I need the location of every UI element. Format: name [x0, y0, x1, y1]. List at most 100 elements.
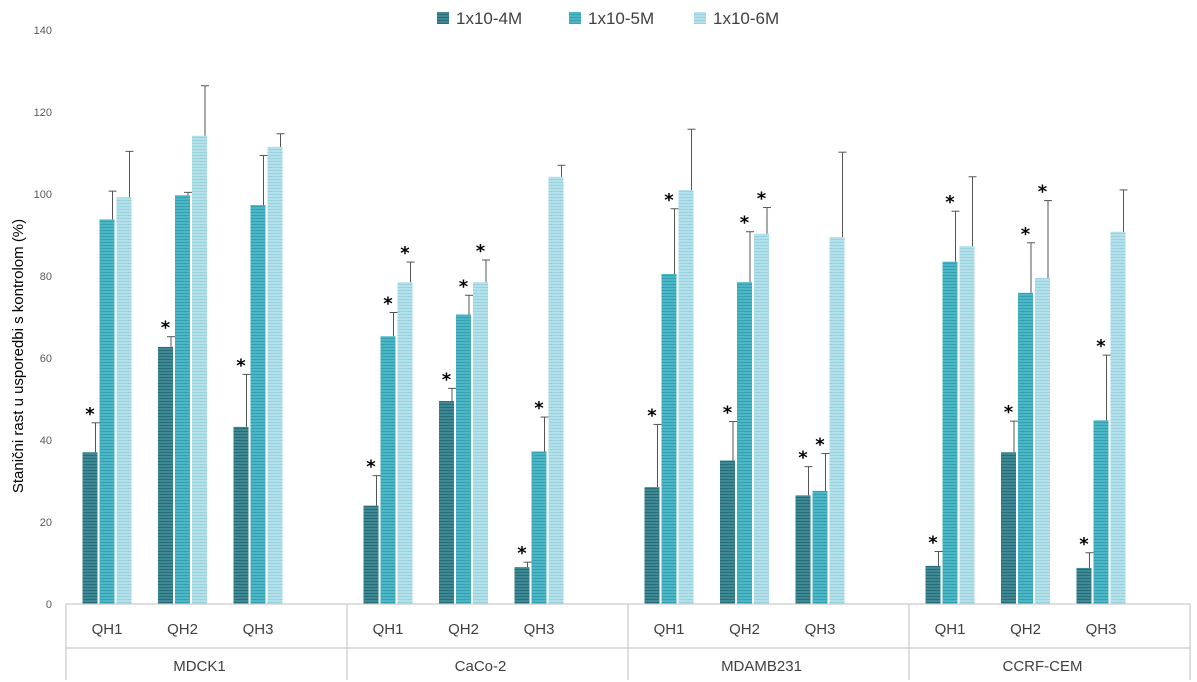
axes — [65, 603, 1191, 680]
bar — [456, 314, 471, 604]
bar — [925, 565, 941, 604]
bar — [737, 282, 752, 604]
category-label: QH1 — [654, 621, 685, 638]
category-label: QH1 — [373, 621, 404, 638]
category-label: QH3 — [243, 621, 274, 638]
bar — [514, 567, 530, 604]
significance-marker: * — [664, 190, 674, 211]
significance-marker: * — [161, 318, 171, 339]
significance-marker: * — [928, 533, 938, 554]
bar — [942, 261, 958, 604]
significance-marker: * — [647, 405, 657, 426]
legend-label: 1x10-6M — [713, 9, 779, 28]
significance-marker: * — [85, 404, 95, 425]
y-tick-label: 120 — [34, 107, 52, 119]
significance-marker: * — [400, 243, 410, 264]
significance-marker: * — [534, 398, 544, 419]
group-label: MDAMB231 — [721, 658, 802, 675]
significance-marker: * — [442, 369, 452, 390]
legend-swatch — [694, 12, 706, 24]
significance-marker: * — [945, 192, 955, 213]
bar — [250, 205, 266, 604]
bar — [363, 505, 379, 604]
bar — [397, 282, 413, 604]
bar — [1018, 292, 1033, 604]
bar — [158, 346, 173, 604]
category-label: QH2 — [729, 621, 760, 638]
significance-marker: * — [517, 543, 527, 564]
legend-swatch — [569, 12, 581, 24]
bar — [812, 490, 828, 604]
significance-marker: * — [757, 189, 767, 210]
category-label: QH2 — [448, 621, 479, 638]
x-axis-labels: QH1 QH2 QH3 MDCK1 QH1 QH2 QH3 CaCo-2 QH1 QH2 QH3 MD… — [92, 621, 1117, 675]
bar — [233, 426, 249, 604]
category-label: QH1 — [92, 621, 123, 638]
bars: * * * * * * * * * * * * * * * * * * * * * * * * * — [82, 85, 1128, 605]
legend: 1x10-4M 1x10-5M 1x10-6M — [437, 9, 779, 28]
category-label: QH3 — [524, 621, 555, 638]
bar — [192, 135, 207, 604]
significance-marker: * — [366, 457, 376, 478]
bar — [473, 282, 488, 604]
legend-item: 1x10-6M — [694, 9, 779, 28]
legend-item: 1x10-4M — [437, 9, 522, 28]
bar — [1001, 452, 1016, 604]
y-tick-label: 0 — [46, 599, 52, 611]
legend-item: 1x10-5M — [569, 9, 654, 28]
y-tick-label: 80 — [40, 271, 52, 283]
bar — [531, 451, 547, 604]
significance-marker: * — [1038, 182, 1048, 203]
category-label: QH2 — [1010, 621, 1041, 638]
significance-marker: * — [815, 435, 825, 456]
legend-label: 1x10-5M — [588, 9, 654, 28]
significance-marker: * — [1079, 534, 1089, 555]
category-label: QH3 — [805, 621, 836, 638]
bar — [1110, 231, 1126, 604]
significance-marker: * — [723, 403, 733, 424]
y-tick-label: 100 — [34, 189, 52, 201]
bar — [644, 487, 660, 604]
bar — [1076, 567, 1092, 604]
bar — [267, 146, 283, 604]
bar — [82, 452, 98, 604]
bar — [548, 176, 564, 604]
bar — [1093, 420, 1109, 604]
group-label: CCRF-CEM — [1003, 658, 1083, 675]
bar — [829, 237, 845, 605]
y-tick-label: 40 — [40, 435, 52, 447]
bar — [661, 273, 677, 604]
group-label: MDCK1 — [173, 658, 226, 675]
y-tick-label: 140 — [34, 25, 52, 37]
significance-marker: * — [740, 213, 750, 234]
bar — [959, 246, 975, 604]
y-tick-label: 60 — [40, 353, 52, 365]
y-axis-label: Stanični rast u usporedbi s kontrolom (%… — [10, 219, 27, 493]
legend-swatch — [437, 12, 449, 24]
bar — [116, 197, 132, 604]
bar — [1035, 278, 1050, 604]
category-label: QH1 — [935, 621, 966, 638]
significance-marker: * — [476, 241, 486, 262]
bar — [678, 189, 694, 604]
category-label: QH2 — [167, 621, 198, 638]
bar — [439, 401, 454, 604]
significance-marker: * — [1096, 336, 1106, 357]
significance-marker: * — [1004, 402, 1014, 423]
bar — [99, 219, 115, 605]
category-label: QH3 — [1086, 621, 1117, 638]
y-axis-ticks: 0 20 40 60 80 100 120 140 — [34, 25, 52, 611]
group-label: CaCo-2 — [455, 658, 507, 675]
significance-marker: * — [383, 293, 393, 314]
y-tick-label: 20 — [40, 517, 52, 529]
bar — [175, 195, 190, 605]
significance-marker: * — [1021, 224, 1031, 245]
significance-marker: * — [236, 355, 246, 376]
bar — [380, 336, 396, 604]
significance-marker: * — [459, 276, 469, 297]
bar — [754, 233, 769, 604]
bar — [795, 495, 811, 604]
bar — [720, 460, 735, 604]
significance-marker: * — [798, 448, 808, 469]
